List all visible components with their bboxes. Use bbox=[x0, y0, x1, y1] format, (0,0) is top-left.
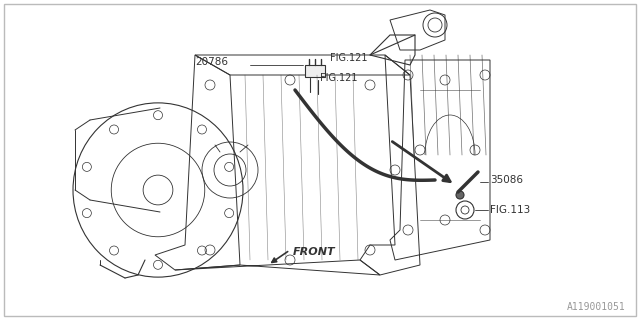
Text: A119001051: A119001051 bbox=[567, 302, 626, 312]
Text: FIG.113: FIG.113 bbox=[490, 205, 531, 215]
Text: FRONT: FRONT bbox=[293, 247, 335, 257]
Circle shape bbox=[456, 191, 464, 199]
Text: 35086: 35086 bbox=[490, 175, 523, 185]
Text: 20786: 20786 bbox=[195, 57, 228, 67]
Text: FIG.121: FIG.121 bbox=[330, 53, 367, 63]
Text: FIG.121: FIG.121 bbox=[320, 73, 358, 83]
Bar bbox=[305, 65, 325, 77]
